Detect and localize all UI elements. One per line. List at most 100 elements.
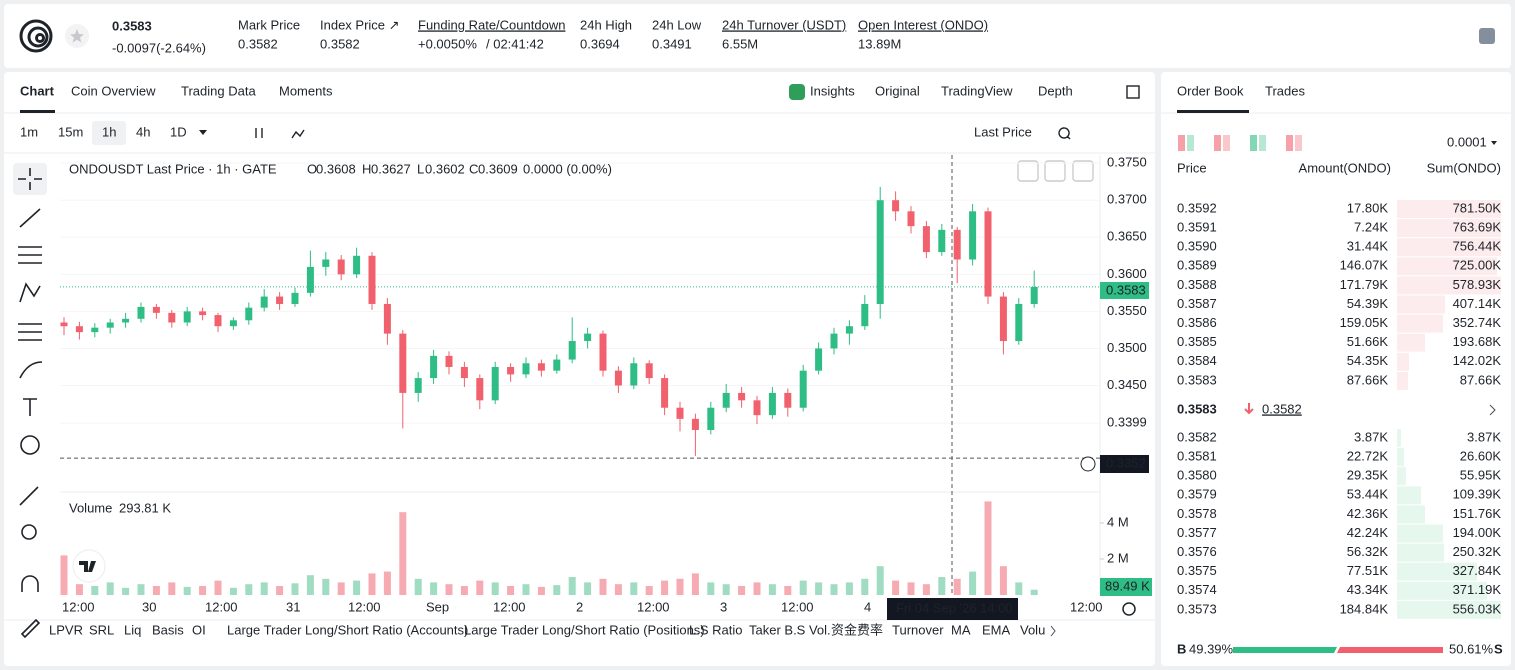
ob-tab[interactable]: Trades bbox=[1265, 83, 1305, 98]
settings-icon[interactable] bbox=[1122, 602, 1136, 616]
chart-tab[interactable]: Chart bbox=[20, 83, 55, 98]
ob-view-icon[interactable] bbox=[1187, 135, 1194, 151]
depth-bar bbox=[1397, 295, 1445, 314]
ob-price: 0.3575 bbox=[1177, 563, 1217, 578]
indicator[interactable]: L.S Ratio bbox=[689, 622, 742, 637]
indicator[interactable]: Taker B.S Vol. bbox=[749, 622, 831, 637]
interval[interactable]: 1D bbox=[170, 124, 187, 139]
candle-body bbox=[799, 370, 807, 408]
measure-tool[interactable] bbox=[19, 486, 39, 506]
legend-o_label: O bbox=[307, 161, 317, 176]
time-tag-bg bbox=[887, 598, 1018, 620]
brush-tool[interactable] bbox=[19, 361, 43, 379]
indicator[interactable]: Volu bbox=[1020, 622, 1045, 637]
indicator[interactable]: Liq bbox=[124, 622, 141, 637]
candle-body bbox=[491, 366, 499, 401]
pattern-tool[interactable] bbox=[19, 282, 41, 303]
indicator[interactable]: 资金费率 bbox=[831, 622, 883, 637]
interval[interactable]: 4h bbox=[136, 124, 150, 139]
legend-c_label: C bbox=[469, 161, 478, 176]
dropdown-caret bbox=[199, 130, 207, 135]
magnet-tool[interactable] bbox=[21, 575, 39, 592]
cross-plus[interactable] bbox=[1080, 456, 1096, 472]
ob-tab[interactable]: Order Book bbox=[1177, 83, 1244, 98]
ob-view-icon[interactable] bbox=[1295, 135, 1302, 151]
forecast-tool[interactable] bbox=[18, 323, 42, 341]
chart-btn[interactable] bbox=[1072, 160, 1094, 182]
chart-tab[interactable]: Trading Data bbox=[181, 83, 256, 98]
indicator[interactable]: Large Trader Long/Short Ratio (Positions… bbox=[464, 622, 705, 637]
depth-bar bbox=[1397, 543, 1444, 562]
chart-tab[interactable]: Coin Overview bbox=[71, 83, 156, 98]
price-source[interactable]: Last Price bbox=[974, 124, 1032, 139]
indicator[interactable]: SRL bbox=[89, 622, 114, 637]
ob-sum: 327.84K bbox=[1453, 563, 1502, 578]
x-tick-label: 2 bbox=[576, 599, 583, 614]
candle-body bbox=[430, 355, 438, 379]
ob-view-icon[interactable] bbox=[1250, 135, 1257, 151]
indicator[interactable]: MA bbox=[951, 622, 971, 637]
view-tab[interactable]: TradingView bbox=[941, 83, 1013, 98]
depth-bar bbox=[1397, 562, 1477, 581]
interval[interactable]: 1m bbox=[20, 124, 38, 139]
depth-bar bbox=[1397, 505, 1425, 524]
candle-body bbox=[106, 322, 114, 328]
indicator[interactable]: LPVR bbox=[49, 622, 83, 637]
mid-arrow[interactable] bbox=[1489, 404, 1496, 416]
candle-body bbox=[368, 255, 376, 304]
layout-icon[interactable] bbox=[1126, 85, 1140, 99]
volume-bar bbox=[245, 584, 253, 595]
ob-price: 0.3573 bbox=[1177, 601, 1217, 616]
zoom-tool[interactable] bbox=[21, 524, 37, 540]
ob-view-icon[interactable] bbox=[1178, 135, 1185, 151]
ob-price: 0.3580 bbox=[1177, 468, 1217, 483]
ob-amount: 54.35K bbox=[1347, 353, 1389, 368]
last-price-tag: 0.3583 bbox=[1106, 282, 1146, 297]
pencil-tool[interactable] bbox=[20, 618, 41, 639]
view-tab[interactable]: Insights bbox=[810, 83, 855, 98]
indicator[interactable]: EMA bbox=[982, 622, 1011, 637]
ob-view-icon[interactable] bbox=[1214, 135, 1221, 151]
view-tab[interactable]: Depth bbox=[1038, 83, 1073, 98]
depth-bar bbox=[1397, 200, 1501, 218]
ob-amount: 51.66K bbox=[1347, 334, 1389, 349]
crosshair-tool[interactable] bbox=[18, 168, 42, 190]
depth-bar bbox=[1397, 352, 1409, 371]
ob-sum: 142.02K bbox=[1453, 353, 1502, 368]
legend-h: 0.3627 bbox=[371, 161, 411, 176]
text-tool[interactable] bbox=[23, 398, 37, 416]
indicator[interactable]: OI bbox=[192, 622, 206, 637]
candle-body bbox=[938, 229, 946, 253]
interval[interactable]: 15m bbox=[58, 124, 83, 139]
chart-tab[interactable]: Moments bbox=[279, 83, 333, 98]
ob-view-icon[interactable] bbox=[1259, 135, 1266, 151]
chart-btn[interactable] bbox=[1044, 160, 1066, 182]
indicator[interactable]: Turnover bbox=[892, 622, 944, 637]
fib-tool[interactable] bbox=[18, 246, 42, 264]
ob-view-icon[interactable] bbox=[1223, 135, 1230, 151]
volume-bar bbox=[676, 578, 684, 595]
volume-bar bbox=[1015, 582, 1023, 595]
indicator[interactable]: Basis bbox=[152, 622, 184, 637]
book-icon[interactable] bbox=[1479, 28, 1495, 44]
emoji-tool[interactable] bbox=[20, 435, 40, 455]
toolbar-icons[interactable] bbox=[255, 127, 1071, 140]
candle-body bbox=[168, 312, 176, 323]
candle-body bbox=[60, 322, 68, 327]
tool-active[interactable] bbox=[13, 163, 47, 195]
ob-sum: 763.69K bbox=[1453, 220, 1502, 235]
ob-view-icon[interactable] bbox=[1286, 135, 1293, 151]
interval[interactable]: 1h bbox=[102, 124, 116, 139]
indicator[interactable]: Large Trader Long/Short Ratio (Accounts) bbox=[227, 622, 468, 637]
chart-btn[interactable] bbox=[1017, 160, 1039, 182]
candle-body bbox=[260, 296, 268, 308]
legend-l_label: L bbox=[417, 161, 424, 176]
volume-bar bbox=[845, 582, 853, 595]
view-tab[interactable]: Original bbox=[875, 83, 920, 98]
buy-ratio bbox=[1233, 647, 1337, 653]
depth-bar bbox=[1397, 467, 1406, 486]
tick-size[interactable]: 0.0001 bbox=[1447, 134, 1487, 149]
volume-tag: 89.49 K bbox=[1105, 578, 1150, 593]
line-tool[interactable] bbox=[19, 208, 41, 228]
